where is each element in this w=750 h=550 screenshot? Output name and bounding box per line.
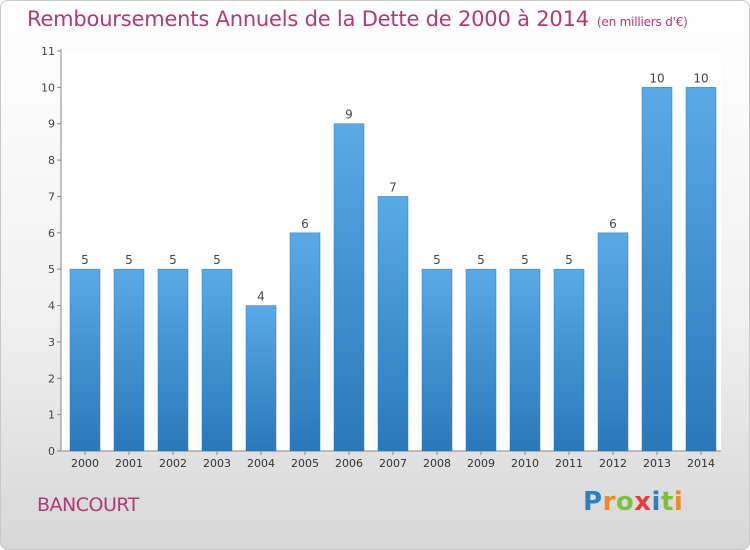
x-tick-label: 2009: [467, 457, 495, 470]
bar: [69, 268, 101, 452]
y-tick-label: 2: [48, 372, 55, 385]
bar-value-label: 5: [125, 253, 133, 267]
x-tick-label: 2011: [555, 457, 583, 470]
bar-value-label: 5: [169, 253, 177, 267]
proxiti-logo: Proxiti: [583, 487, 683, 517]
x-tick-label: 2007: [379, 457, 407, 470]
x-tick-label: 2013: [643, 457, 671, 470]
bar-value-label: 5: [521, 253, 529, 267]
bar: [553, 268, 585, 452]
y-tick-label: 5: [48, 263, 55, 276]
x-tick-label: 2001: [115, 457, 143, 470]
bar-value-label: 5: [81, 253, 89, 267]
x-tick-label: 2008: [423, 457, 451, 470]
bar-value-label: 5: [565, 253, 573, 267]
bar: [377, 196, 409, 452]
y-tick-label: 6: [48, 227, 55, 240]
y-tick-label: 9: [48, 118, 55, 131]
bar: [289, 232, 321, 452]
chart-title: Remboursements Annuels de la Dette de 20…: [27, 7, 688, 31]
bar: [685, 87, 717, 452]
logo-letter: i: [673, 487, 684, 517]
logo-letter: i: [651, 487, 661, 517]
chart-unit: (en milliers d'€): [596, 15, 688, 29]
bar-value-label: 10: [693, 71, 708, 85]
logo-letter: r: [602, 487, 616, 517]
logo-letter: x: [634, 487, 652, 517]
y-tick-label: 1: [48, 409, 55, 422]
x-tick-label: 2002: [159, 457, 187, 470]
bar: [465, 268, 497, 452]
x-tick-label: 2004: [247, 457, 275, 470]
bar: [641, 87, 673, 452]
bar: [421, 268, 453, 452]
x-tick-label: 2005: [291, 457, 319, 470]
logo-letter: t: [660, 487, 674, 517]
bar: [597, 232, 629, 452]
bar: [333, 123, 365, 452]
y-tick-label: 11: [41, 45, 55, 58]
bar-value-label: 6: [609, 217, 617, 231]
bar: [509, 268, 541, 452]
x-tick-label: 2014: [687, 457, 715, 470]
y-tick-label: 0: [48, 445, 55, 458]
x-tick-label: 2000: [71, 457, 99, 470]
x-tick-label: 2012: [599, 457, 627, 470]
bar-value-label: 6: [301, 217, 309, 231]
x-tick-label: 2006: [335, 457, 363, 470]
bar-value-label: 5: [433, 253, 441, 267]
bar-value-label: 5: [213, 253, 221, 267]
bar: [201, 268, 233, 452]
bar: [113, 268, 145, 452]
bar: [245, 305, 277, 452]
y-tick-label: 3: [48, 336, 55, 349]
x-tick-label: 2010: [511, 457, 539, 470]
logo-letter: o: [615, 487, 635, 517]
bar-value-label: 7: [389, 180, 397, 194]
chart-title-text: Remboursements Annuels de la Dette de 20…: [27, 7, 589, 31]
y-tick-label: 8: [48, 154, 55, 167]
y-tick-label: 4: [48, 300, 55, 313]
bar-value-label: 9: [345, 108, 353, 122]
bar-value-label: 4: [257, 290, 265, 304]
x-tick-label: 2003: [203, 457, 231, 470]
bar: [157, 268, 189, 452]
logo-letter: P: [583, 487, 603, 517]
bar-value-label: 5: [477, 253, 485, 267]
y-tick-label: 10: [41, 81, 55, 94]
place-name: BANCOURT: [37, 494, 139, 516]
y-tick-label: 7: [48, 190, 55, 203]
bar-value-label: 10: [649, 71, 664, 85]
